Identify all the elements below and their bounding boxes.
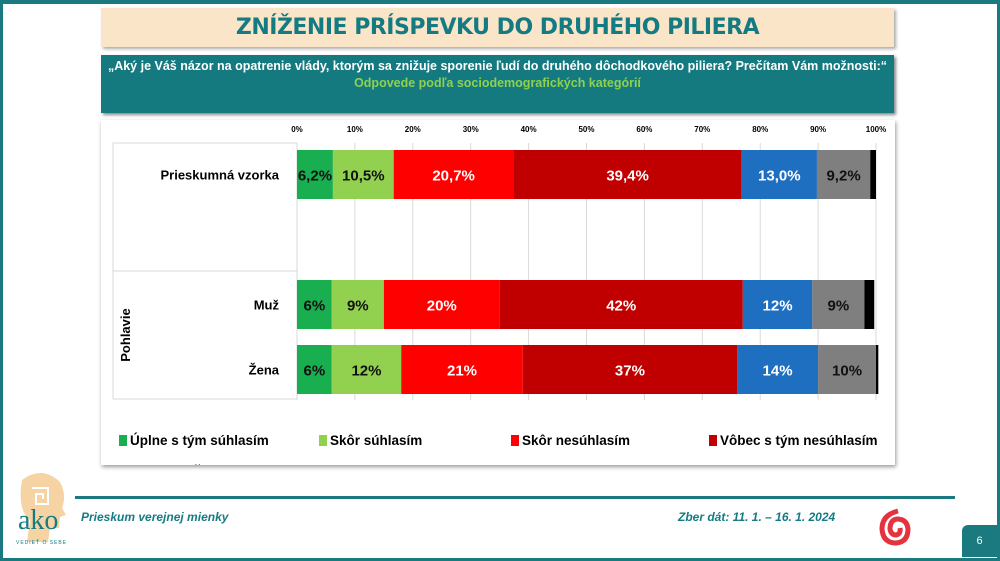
bar-segment bbox=[812, 280, 865, 329]
bar-segment bbox=[816, 150, 871, 199]
stacked-bar-chart: 0% 10% 20% 30% 40% 50% 60% 70% 80% 90% 100% Priesku… bbox=[112, 125, 886, 465]
bar-segment bbox=[870, 150, 876, 199]
page-number: 6 bbox=[962, 525, 997, 557]
legend-label: Úplne s tým súhlasím bbox=[130, 433, 269, 448]
data-label: 9,2% bbox=[826, 168, 860, 185]
x-tick-label: 90% bbox=[810, 125, 826, 134]
question-box: „Aký je Váš názor na opatrenie vlády, kt… bbox=[101, 55, 894, 113]
bar-segment bbox=[741, 150, 817, 199]
bar-segment bbox=[742, 280, 813, 329]
legend-swatch bbox=[709, 435, 717, 446]
data-label: 6,2% bbox=[298, 168, 332, 185]
legend-label: Skôr nesúhlasím bbox=[522, 433, 630, 448]
bar-segment bbox=[876, 345, 879, 394]
data-label: 37% bbox=[615, 363, 645, 380]
question-text: „Aký je Váš názor na opatrenie vlády, kt… bbox=[107, 59, 888, 73]
legend-swatch bbox=[119, 435, 127, 446]
x-tick-label: 70% bbox=[694, 125, 710, 134]
x-tick-label: 20% bbox=[405, 125, 421, 134]
data-label: 9% bbox=[828, 298, 850, 315]
logo-text: ako bbox=[18, 505, 59, 536]
x-tick-label: 80% bbox=[752, 125, 768, 134]
bar-segment bbox=[864, 280, 875, 329]
data-label: 13,0% bbox=[758, 168, 801, 185]
x-tick-label: 40% bbox=[521, 125, 537, 134]
data-label: 6% bbox=[304, 363, 326, 380]
bar-segment bbox=[522, 345, 738, 394]
data-label: 12% bbox=[763, 298, 793, 315]
legend-label: Neviem posúdiť bbox=[330, 463, 433, 465]
data-label: 14% bbox=[763, 363, 793, 380]
category-label: Muž bbox=[254, 298, 280, 313]
data-label: 10% bbox=[832, 363, 862, 380]
data-label: 12% bbox=[351, 363, 381, 380]
data-label: 42% bbox=[606, 298, 636, 315]
logo-tagline: VEDIEŤ O SEBE bbox=[16, 540, 68, 546]
bar-segment bbox=[818, 345, 876, 394]
bar-segment bbox=[332, 150, 394, 199]
question-subtitle: Odpovede podľa sociodemografických kateg… bbox=[354, 76, 641, 90]
footer-date-range: Zber dát: 11. 1. – 16. 1. 2024 bbox=[678, 510, 836, 524]
slide-title: ZNÍŽENIE PRÍSPEVKU DO DRUHÉHO PILIERA bbox=[235, 15, 760, 40]
bar-segment bbox=[297, 345, 332, 394]
broadcaster-spiral-logo-icon bbox=[879, 508, 911, 546]
bar-segment bbox=[499, 280, 743, 329]
legend-label: Nechcem odpovedať bbox=[522, 463, 657, 465]
data-label: 9% bbox=[347, 298, 369, 315]
x-tick-label: 10% bbox=[347, 125, 363, 134]
title-box: ZNÍŽENIE PRÍSPEVKU DO DRUHÉHO PILIERA bbox=[101, 8, 894, 47]
x-tick-label: 30% bbox=[463, 125, 479, 134]
data-label: 21% bbox=[447, 363, 477, 380]
x-tick-label: 50% bbox=[578, 125, 594, 134]
chart-panel: 0% 10% 20% 30% 40% 50% 60% 70% 80% 90% 100% Priesku… bbox=[101, 120, 895, 465]
group-label: Pohlavie bbox=[118, 308, 133, 361]
category-label: Prieskumná vzorka bbox=[160, 168, 279, 183]
data-label: 6% bbox=[304, 298, 326, 315]
data-label: 20,7% bbox=[432, 168, 475, 185]
bar-segment bbox=[297, 150, 333, 199]
legend-label: Neviem o čo ide bbox=[130, 463, 233, 465]
bar-segment bbox=[393, 150, 514, 199]
bar-segment bbox=[331, 345, 402, 394]
category-label: Žena bbox=[249, 363, 280, 378]
bar-segment bbox=[401, 345, 523, 394]
data-label: 20% bbox=[427, 298, 457, 315]
bar-segment bbox=[383, 280, 500, 329]
legend-swatch bbox=[319, 435, 327, 446]
bar-segment bbox=[513, 150, 742, 199]
legend-label: Skôr súhlasím bbox=[330, 433, 422, 448]
legend-swatch bbox=[511, 435, 519, 446]
bar-segment bbox=[331, 280, 384, 329]
bar-segment bbox=[737, 345, 819, 394]
data-label: 39,4% bbox=[606, 168, 649, 185]
x-tick-label: 0% bbox=[291, 125, 303, 134]
footer-divider bbox=[75, 496, 955, 499]
x-tick-label: 100% bbox=[866, 125, 886, 134]
x-tick-label: 60% bbox=[636, 125, 652, 134]
data-label: 10,5% bbox=[342, 168, 385, 185]
footer-survey-label: Prieskum verejnej mienky bbox=[81, 510, 229, 524]
bar-segment bbox=[297, 280, 332, 329]
legend-label: Vôbec s tým nesúhlasím bbox=[720, 433, 878, 448]
ako-logo-head-icon bbox=[20, 472, 66, 542]
